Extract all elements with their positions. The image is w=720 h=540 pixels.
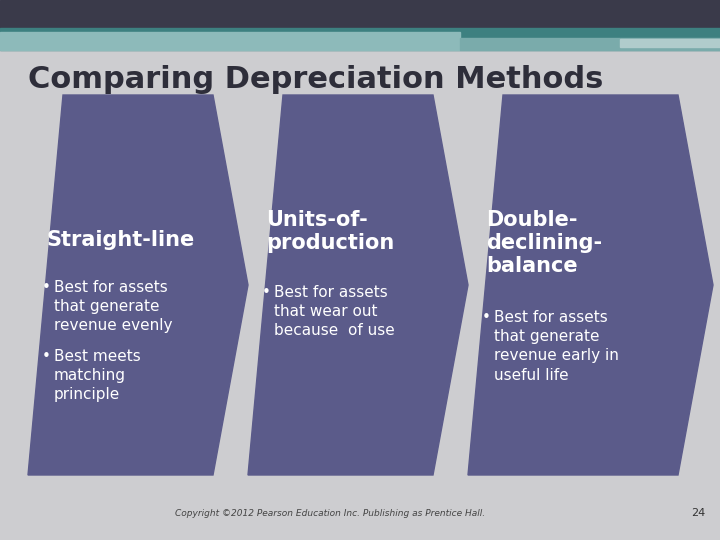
Polygon shape bbox=[468, 95, 713, 475]
Text: Units-of-
production: Units-of- production bbox=[266, 210, 395, 253]
Bar bbox=[0, 32, 460, 50]
Polygon shape bbox=[28, 95, 248, 475]
Bar bbox=[0, 0, 720, 30]
Bar bbox=[0, 28, 720, 50]
Text: •: • bbox=[262, 285, 271, 300]
Text: •: • bbox=[42, 349, 51, 364]
Bar bbox=[620, 39, 720, 47]
Text: Best meets
matching
principle: Best meets matching principle bbox=[54, 349, 140, 402]
Text: Copyright ©2012 Pearson Education Inc. Publishing as Prentice Hall.: Copyright ©2012 Pearson Education Inc. P… bbox=[175, 509, 485, 518]
Text: Best for assets
that wear out
because  of use: Best for assets that wear out because of… bbox=[274, 285, 395, 339]
Text: Straight-line: Straight-line bbox=[46, 230, 194, 250]
Text: Double-
declining-
balance: Double- declining- balance bbox=[486, 210, 602, 276]
Text: Best for assets
that generate
revenue early in
useful life: Best for assets that generate revenue ea… bbox=[494, 310, 619, 383]
Text: •: • bbox=[42, 280, 51, 295]
Bar bbox=[460, 38, 720, 50]
Text: Best for assets
that generate
revenue evenly: Best for assets that generate revenue ev… bbox=[54, 280, 173, 333]
Polygon shape bbox=[248, 95, 468, 475]
Text: 24: 24 bbox=[690, 508, 705, 518]
Text: •: • bbox=[482, 310, 491, 325]
Text: Comparing Depreciation Methods: Comparing Depreciation Methods bbox=[28, 65, 603, 94]
